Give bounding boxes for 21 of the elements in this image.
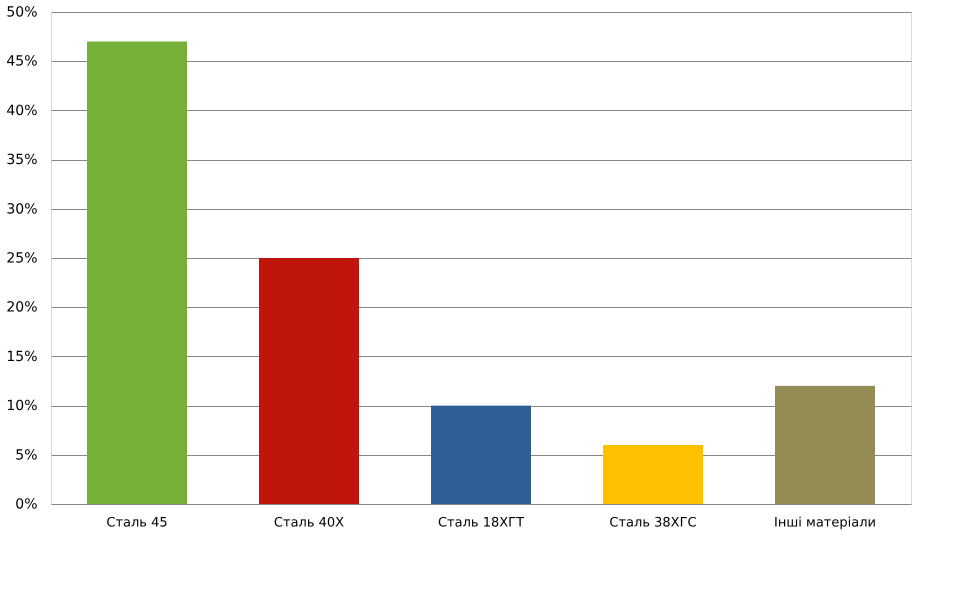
bar xyxy=(603,444,703,504)
x-tick-label: Сталь 38ХГС xyxy=(609,516,697,530)
bar xyxy=(259,258,359,504)
x-tick-label: Сталь 40Х xyxy=(274,516,344,530)
bar xyxy=(775,386,875,504)
y-tick-label: 30% xyxy=(6,201,38,218)
y-tick-label: 15% xyxy=(6,348,38,365)
x-tick-label: Сталь 18ХГТ xyxy=(438,516,524,530)
y-tick-label: 0% xyxy=(15,496,38,512)
y-tick-label: 10% xyxy=(6,398,38,414)
x-tick-label: Інші матеріали xyxy=(774,516,876,530)
y-tick-label: 50% xyxy=(6,4,38,20)
y-tick-label: 20% xyxy=(6,300,38,316)
y-tick-label: 25% xyxy=(6,250,38,266)
bar xyxy=(431,406,531,504)
y-tick-label: 40% xyxy=(6,102,38,119)
bar xyxy=(87,42,187,504)
y-tick-label: 5% xyxy=(15,447,38,464)
y-tick-label: 35% xyxy=(6,152,38,168)
y-tick-label: 45% xyxy=(6,54,38,70)
x-tick-label: Сталь 45 xyxy=(106,516,168,530)
